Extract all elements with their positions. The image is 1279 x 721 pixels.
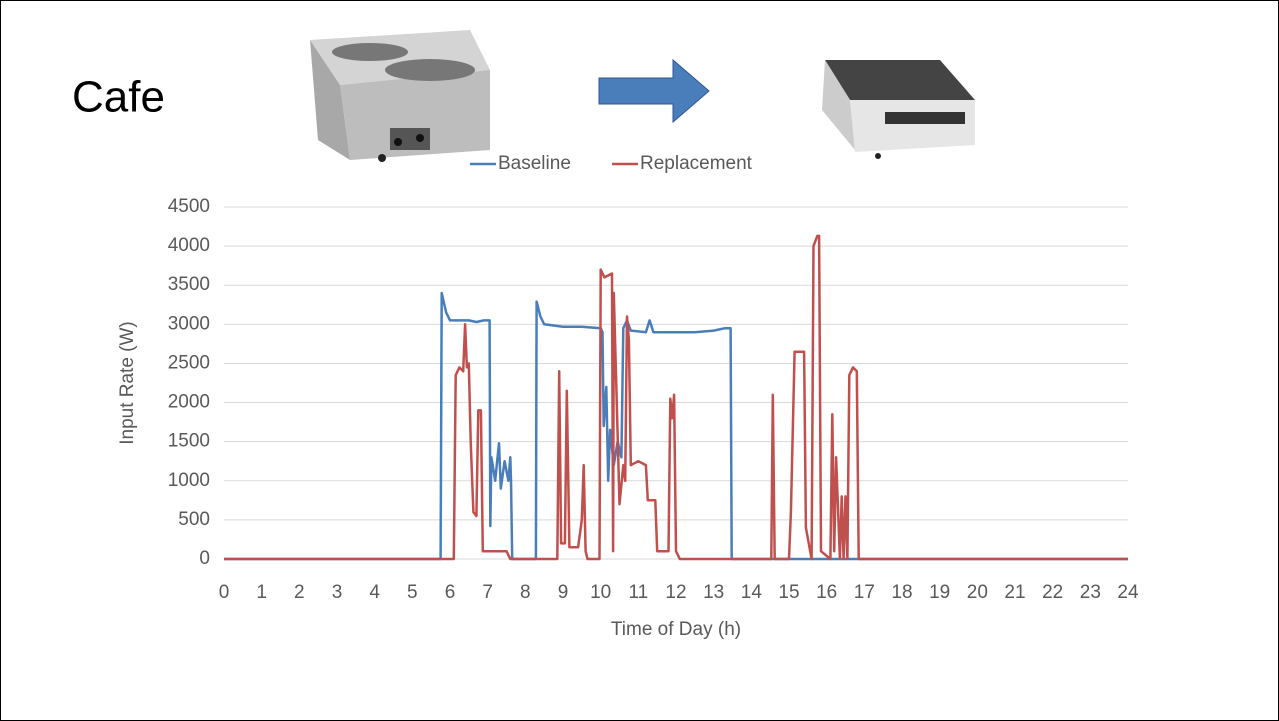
x-tick-label: 18 <box>891 582 912 603</box>
series-line <box>224 291 1128 561</box>
x-tick-label: 15 <box>778 582 799 603</box>
y-tick-label: 2500 <box>168 352 210 373</box>
x-tick-label: 1 <box>256 582 267 603</box>
x-tick-label: 6 <box>445 582 456 603</box>
y-tick-label: 1000 <box>168 470 210 491</box>
x-tick-label: 24 <box>1117 582 1139 603</box>
legend-label: Baseline <box>498 153 571 174</box>
y-tick-label: 1500 <box>168 431 210 452</box>
y-tick-label: 2000 <box>168 392 210 413</box>
x-tick-label: 12 <box>665 582 686 603</box>
x-tick-label: 4 <box>369 582 380 603</box>
arrow <box>598 58 710 124</box>
y-axis-label: Input Rate (W) <box>117 321 138 445</box>
x-tick-label: 7 <box>482 582 493 603</box>
hot-plate-image <box>310 30 490 162</box>
x-tick-label: 22 <box>1042 582 1063 603</box>
x-tick-label: 8 <box>520 582 531 603</box>
y-tick-label: 0 <box>199 548 210 569</box>
slide-title: Cafe <box>72 73 165 122</box>
x-tick-label: 2 <box>294 582 305 603</box>
y-tick-label: 3500 <box>168 274 210 295</box>
x-tick-label: 5 <box>407 582 418 603</box>
x-tick-label: 0 <box>219 582 230 603</box>
x-tick-label: 11 <box>628 582 648 603</box>
x-tick-label: 13 <box>703 582 724 603</box>
series-line <box>224 234 1128 561</box>
legend-label: Replacement <box>640 153 753 174</box>
x-tick-label: 21 <box>1004 582 1025 603</box>
x-tick-label: 17 <box>854 582 875 603</box>
x-tick-label: 16 <box>816 582 837 603</box>
y-tick-label: 3000 <box>168 313 210 334</box>
x-tick-label: 14 <box>741 582 763 603</box>
x-tick-label: 10 <box>590 582 611 603</box>
y-tick-label: 4000 <box>168 235 210 256</box>
y-tick-label: 4500 <box>168 196 210 217</box>
x-tick-label: 3 <box>332 582 343 603</box>
x-tick-label: 19 <box>929 582 950 603</box>
x-tick-label: 20 <box>967 582 988 603</box>
x-tick-label: 23 <box>1080 582 1101 603</box>
x-axis-label: Time of Day (h) <box>611 619 741 640</box>
x-tick-label: 9 <box>558 582 569 603</box>
induction-cooker-image <box>822 60 975 159</box>
y-tick-label: 500 <box>178 509 210 530</box>
